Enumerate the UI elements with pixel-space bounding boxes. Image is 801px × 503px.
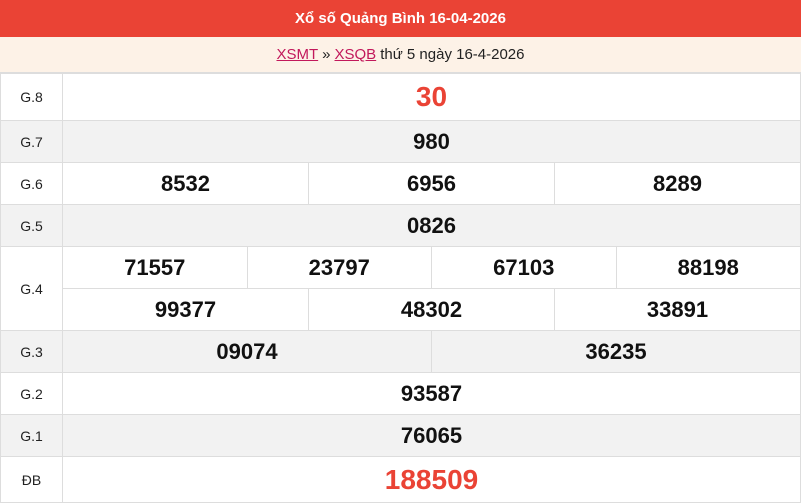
breadcrumb-separator: » — [322, 46, 331, 63]
prize-label: G.4 — [0, 246, 63, 331]
prize-value: 88198 — [615, 246, 801, 289]
prize-value: 6956 — [308, 162, 555, 205]
prize-value: 30 — [62, 73, 801, 121]
prize-value: 09074 — [62, 330, 432, 373]
special-prize-value: 188509 — [62, 456, 801, 503]
row-g7: G.7 980 — [0, 120, 801, 163]
breadcrumb: XSMT » XSQB thứ 5 ngày 16-4-2026 — [0, 37, 801, 73]
row-g4b: 99377 48302 33891 — [1, 288, 801, 331]
xsmt-link[interactable]: XSMT — [276, 46, 319, 63]
prize-value: 93587 — [62, 372, 801, 415]
row-g8: G.8 30 — [0, 73, 801, 121]
prize-value: 36235 — [431, 330, 801, 373]
row-g5: G.5 0826 — [0, 204, 801, 247]
prize-label: G.8 — [0, 73, 63, 121]
row-g3: G.3 09074 36235 — [0, 330, 801, 373]
prize-value: 0826 — [62, 204, 801, 247]
prize-value: 99377 — [62, 288, 309, 331]
prize-label: G.5 — [0, 204, 63, 247]
prize-label: G.1 — [0, 414, 63, 457]
page-title: Xổ số Quảng Bình 16-04-2026 — [0, 0, 801, 37]
prize-label: ĐB — [0, 456, 63, 503]
prize-value: 8289 — [554, 162, 801, 205]
prize-value: 33891 — [554, 288, 801, 331]
prize-label: G.7 — [0, 120, 63, 163]
prize-label: G.6 — [0, 162, 63, 205]
row-g4: G.4 71557 23797 67103 88198 — [0, 246, 801, 331]
row-special: ĐB 188509 — [0, 456, 801, 503]
results-table: G.8 30 G.7 980 G.6 8532 6956 8289 G.5 08… — [0, 73, 801, 503]
prize-label: G.2 — [0, 372, 63, 415]
row-g2: G.2 93587 — [0, 372, 801, 415]
prize-value: 8532 — [62, 162, 309, 205]
prize-value: 980 — [62, 120, 801, 163]
prize-value: 67103 — [431, 246, 617, 289]
prize-label: G.3 — [0, 330, 63, 373]
row-g1: G.1 76065 — [0, 414, 801, 457]
breadcrumb-date: thứ 5 ngày 16-4-2026 — [380, 46, 525, 63]
row-g6: G.6 8532 6956 8289 — [0, 162, 801, 205]
prize-value: 71557 — [62, 246, 248, 289]
xsqb-link[interactable]: XSQB — [334, 46, 377, 63]
prize-value: 48302 — [308, 288, 555, 331]
prize-value: 76065 — [62, 414, 801, 457]
prize-value: 23797 — [246, 246, 432, 289]
